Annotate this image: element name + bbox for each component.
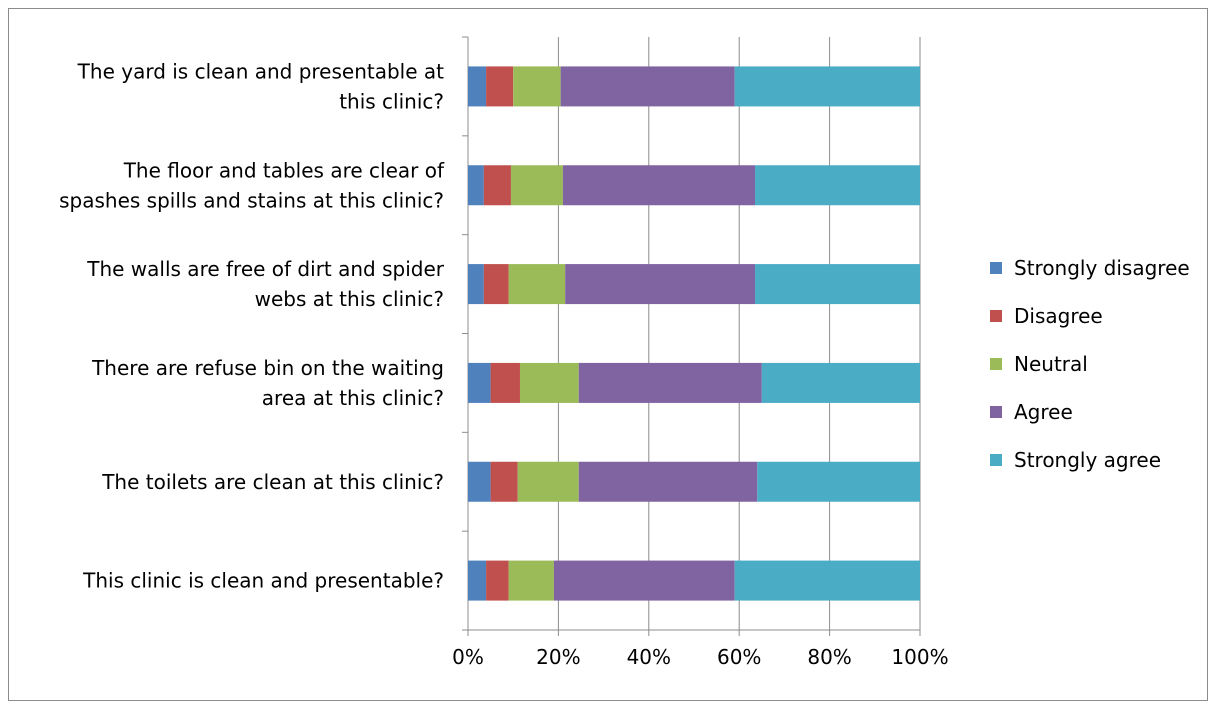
x-tick-label: 60% <box>717 645 761 669</box>
x-tick-label: 0% <box>452 645 484 669</box>
bar-segment <box>510 165 563 206</box>
bar-segment <box>761 362 920 403</box>
legend-swatch <box>990 310 1002 322</box>
legend-label: Disagree <box>1014 304 1103 328</box>
category-label: The yard is clean and presentable at <box>77 59 444 83</box>
bar-segment <box>578 461 758 502</box>
bar-segment <box>734 560 920 601</box>
bar-segment <box>757 461 920 502</box>
legend-label: Strongly disagree <box>1014 256 1190 280</box>
bar-segment <box>468 461 491 502</box>
category-label: this clinic? <box>339 89 444 113</box>
x-tick-label: 100% <box>891 645 948 669</box>
legend-label: Agree <box>1014 400 1073 424</box>
category-label: The walls are free of dirt and spider <box>86 257 445 281</box>
bar-segment <box>734 66 920 107</box>
bar-segment <box>468 66 487 107</box>
category-label: webs at this clinic? <box>255 287 444 311</box>
bar-segment <box>483 264 509 305</box>
category-label: spashes spills and stains at this clinic… <box>59 188 444 212</box>
bar-segment <box>508 560 554 601</box>
x-tick-label: 40% <box>627 645 671 669</box>
bar-segment <box>468 165 484 206</box>
legend-swatch <box>990 406 1002 418</box>
bar-segment <box>490 362 520 403</box>
bar-segment <box>578 362 762 403</box>
category-label: The toilets are clean at this clinic? <box>101 470 444 494</box>
category-label: This clinic is clean and presentable? <box>82 569 444 593</box>
bar-segment <box>486 66 514 107</box>
x-tick-label: 20% <box>536 645 580 669</box>
category-label: The floor and tables are clear of <box>123 158 445 182</box>
category-label: area at this clinic? <box>262 386 444 410</box>
bar-segment <box>562 165 756 206</box>
bar-segment <box>490 461 518 502</box>
bar-segment <box>468 362 491 403</box>
legend-swatch <box>990 454 1002 466</box>
bar-segment <box>560 66 735 107</box>
legend-label: Strongly agree <box>1014 448 1161 472</box>
bar-segment <box>468 264 484 305</box>
legend-swatch <box>990 358 1002 370</box>
legend-label: Neutral <box>1014 352 1088 376</box>
bar-segment <box>519 362 579 403</box>
bar-segment <box>553 560 735 601</box>
bar-segment <box>468 560 487 601</box>
bar-segment <box>755 264 920 305</box>
category-label: There are refuse bin on the waiting <box>91 356 444 380</box>
bar-segment <box>483 165 511 206</box>
x-tick-label: 80% <box>807 645 851 669</box>
bar-segment <box>517 461 579 502</box>
bar-segment <box>565 264 756 305</box>
legend-swatch <box>990 262 1002 274</box>
bar-segment <box>513 66 561 107</box>
bar-segment <box>486 560 509 601</box>
bar-segment <box>755 165 920 206</box>
bar-segment <box>508 264 566 305</box>
